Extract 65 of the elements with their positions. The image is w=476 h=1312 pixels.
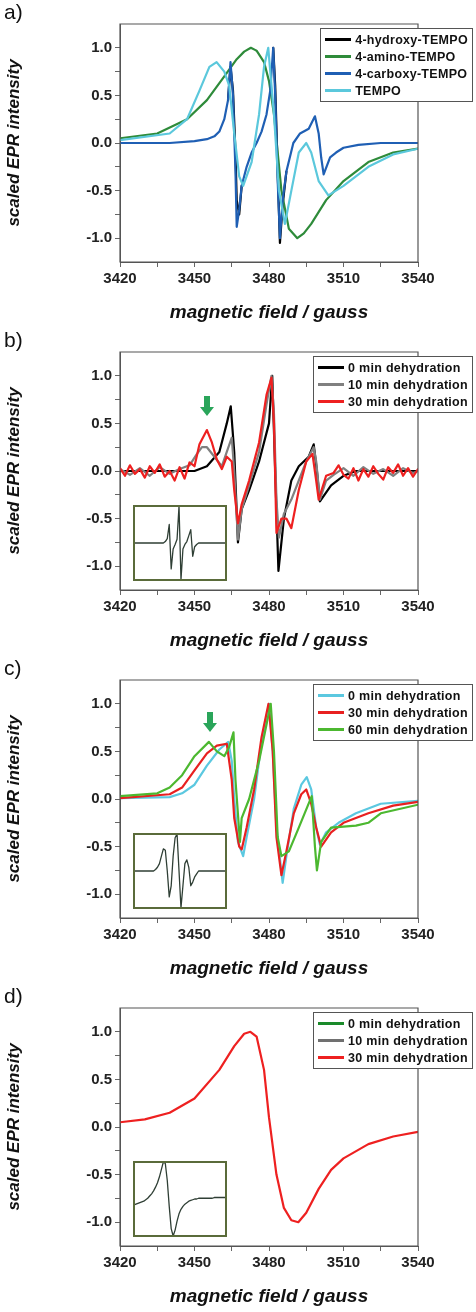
- x-axis-title: magnetic field / gauss: [169, 1284, 369, 1306]
- y-tick-label: 0.5: [91, 413, 112, 431]
- legend-label: TEMPO: [355, 83, 402, 98]
- y-tick-label: 0.0: [91, 133, 112, 151]
- x-tick-label: 3540: [401, 597, 435, 615]
- legend-label: 60 min dehydration: [347, 722, 468, 737]
- x-tick-label: 3540: [401, 925, 435, 943]
- y-tick-label: -1.0: [86, 1212, 112, 1230]
- x-tick-label: 3510: [326, 1253, 361, 1271]
- y-tick-label: 0.5: [91, 741, 112, 759]
- y-axis-title: scaled EPR intensity: [3, 57, 23, 227]
- y-tick-label: 1.0: [91, 1021, 112, 1039]
- legend-label: 0 min dehydration: [347, 688, 461, 703]
- x-tick-label: 3480: [252, 269, 286, 287]
- y-axis-title: scaled EPR intensity: [3, 1041, 23, 1211]
- y-tick-label: 0.0: [91, 461, 112, 479]
- x-tick-label: 3540: [401, 1253, 435, 1271]
- x-tick-label: 3480: [252, 597, 286, 615]
- x-tick-label: 3510: [326, 597, 361, 615]
- y-tick-label: 0.5: [91, 85, 112, 103]
- y-tick-label: -1.0: [86, 556, 112, 574]
- y-tick-label: -0.5: [86, 836, 112, 854]
- x-tick-label: 3450: [177, 925, 212, 943]
- legend-label: 30 min dehydration: [347, 705, 468, 720]
- chart-title: a): [4, 0, 23, 24]
- y-tick-label: 1.0: [91, 37, 112, 55]
- y-tick-label: -0.5: [86, 1164, 112, 1182]
- x-tick-label: 3540: [401, 269, 435, 287]
- x-tick-label: 3420: [103, 597, 137, 615]
- y-tick-label: 1.0: [91, 693, 112, 711]
- chart-title: c): [4, 656, 22, 680]
- y-axis-title: scaled EPR intensity: [3, 385, 23, 555]
- x-tick-label: 3420: [103, 1253, 137, 1271]
- chart-title: d): [4, 984, 23, 1008]
- y-tick-label: -1.0: [86, 884, 112, 902]
- legend-label: 30 min dehydration: [347, 1050, 468, 1065]
- y-tick-label: 0.0: [91, 1117, 112, 1135]
- x-tick-label: 3450: [177, 597, 212, 615]
- legend-label: 10 min dehydration: [347, 377, 468, 392]
- x-axis-title: magnetic field / gauss: [169, 956, 369, 978]
- x-tick-label: 3510: [326, 925, 361, 943]
- legend-label: 4-amino-TEMPO: [355, 49, 456, 64]
- legend-label: 30 min dehydration: [347, 394, 468, 409]
- x-tick-label: 3420: [103, 269, 137, 287]
- x-axis-title: magnetic field / gauss: [169, 300, 369, 322]
- y-tick-label: -0.5: [86, 180, 112, 198]
- x-tick-label: 3510: [326, 269, 361, 287]
- y-axis-title: scaled EPR intensity: [3, 713, 23, 883]
- x-tick-label: 3450: [177, 269, 212, 287]
- x-tick-label: 3480: [252, 925, 286, 943]
- chart-title: b): [4, 328, 23, 352]
- x-tick-label: 3420: [103, 925, 137, 943]
- x-axis-title: magnetic field / gauss: [169, 628, 369, 650]
- y-tick-label: -1.0: [86, 228, 112, 246]
- x-tick-label: 3450: [177, 1253, 212, 1271]
- legend-label: 4-carboxy-TEMPO: [355, 66, 468, 81]
- legend-label: 0 min dehydration: [347, 360, 461, 375]
- legend-label: 4-hydroxy-TEMPO: [355, 32, 468, 47]
- legend-label: 0 min dehydration: [347, 1016, 461, 1031]
- y-tick-label: -0.5: [86, 508, 112, 526]
- y-tick-label: 0.5: [91, 1069, 112, 1087]
- y-tick-label: 0.0: [91, 789, 112, 807]
- x-tick-label: 3480: [252, 1253, 286, 1271]
- legend-label: 10 min dehydration: [347, 1033, 468, 1048]
- y-tick-label: 1.0: [91, 365, 112, 383]
